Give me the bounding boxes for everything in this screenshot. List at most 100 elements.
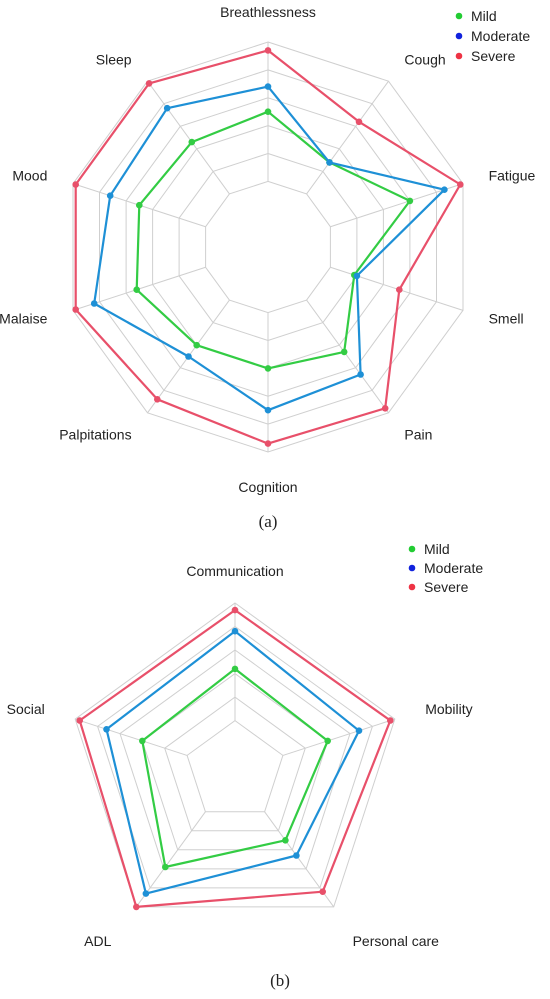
data-point-mild-palpitations bbox=[193, 341, 200, 349]
legend-marker-severe bbox=[408, 583, 416, 591]
data-point-moderate-breathlessness bbox=[264, 83, 272, 90]
data-point-severe-personal-care bbox=[319, 888, 327, 895]
radar-chart-b: Communication Mobility Personal care ADL Soc… bbox=[7, 541, 484, 990]
data-point-severe-fatigue bbox=[457, 181, 464, 188]
data-point-severe-smell bbox=[396, 286, 403, 294]
data-point-moderate-pain bbox=[357, 371, 364, 378]
data-point-mild-cognition bbox=[264, 365, 272, 372]
data-point-moderate-personal-care bbox=[293, 852, 300, 859]
panel-label: (a) bbox=[259, 512, 278, 531]
data-point-moderate-adl bbox=[142, 890, 150, 897]
data-point-mild-social bbox=[139, 737, 146, 745]
legend-marker-moderate bbox=[408, 564, 416, 572]
series-line-severe bbox=[78, 608, 392, 909]
radar-chart-a: Breathlessness Cough Fatigue Smell Pain Cogni… bbox=[0, 4, 536, 531]
legend-label-mild: Mild bbox=[471, 8, 497, 24]
panel-label: (b) bbox=[270, 971, 290, 990]
data-point-moderate-mobility bbox=[355, 727, 363, 734]
data-point-mild-fatigue bbox=[406, 197, 414, 205]
grid-ring bbox=[186, 719, 284, 813]
data-point-severe-mobility bbox=[387, 717, 394, 724]
data-point-mild-mood bbox=[136, 201, 143, 209]
legend-label-severe: Severe bbox=[424, 579, 469, 595]
data-point-mild-breathlessness bbox=[264, 108, 272, 115]
axis-label-breathlessness: Breathlessness bbox=[220, 4, 316, 20]
data-point-severe-malaise bbox=[72, 306, 79, 313]
series-severe bbox=[72, 47, 464, 447]
series-moderate bbox=[103, 627, 363, 897]
grid-spoke bbox=[306, 299, 389, 414]
data-point-severe-mood bbox=[72, 181, 79, 188]
series-line-moderate bbox=[105, 630, 361, 895]
series-moderate bbox=[90, 83, 448, 414]
grid-spoke bbox=[75, 718, 188, 756]
axis-label-cough: Cough bbox=[404, 51, 445, 67]
series-line-moderate bbox=[93, 85, 446, 412]
axis-label-mobility: Mobility bbox=[425, 701, 472, 717]
data-point-mild-sleep bbox=[188, 138, 196, 146]
radar-grid bbox=[72, 41, 464, 453]
grid-ring bbox=[164, 696, 306, 832]
axis-label-malaise: Malaise bbox=[0, 311, 48, 327]
series-severe bbox=[76, 606, 394, 911]
legend-label-moderate: Moderate bbox=[424, 560, 483, 576]
data-point-mild-pain bbox=[340, 348, 348, 356]
series-line-mild bbox=[141, 667, 329, 869]
data-point-moderate-communication bbox=[231, 627, 239, 635]
data-point-severe-communication bbox=[231, 606, 239, 614]
grid-spoke bbox=[306, 80, 389, 195]
axis-label-personal-care: Personal care bbox=[353, 933, 440, 949]
axis-label-sleep: Sleep bbox=[96, 51, 132, 67]
grid-ring bbox=[205, 180, 331, 314]
data-point-moderate-cough bbox=[326, 159, 333, 166]
data-point-severe-cough bbox=[355, 118, 363, 126]
data-point-moderate-sleep bbox=[163, 104, 171, 112]
axis-label-smell: Smell bbox=[489, 311, 524, 327]
grid-spoke bbox=[330, 183, 464, 228]
data-point-severe-pain bbox=[381, 405, 389, 412]
data-point-severe-breathlessness bbox=[264, 47, 272, 54]
legend-label-moderate: Moderate bbox=[471, 28, 530, 44]
data-point-moderate-mood bbox=[106, 192, 114, 199]
axis-label-social: Social bbox=[7, 701, 45, 717]
axis-label-mood: Mood bbox=[12, 167, 47, 183]
grid-spoke bbox=[147, 80, 230, 195]
data-point-mild-malaise bbox=[133, 286, 140, 294]
legend-marker-moderate bbox=[455, 32, 463, 40]
data-point-moderate-malaise bbox=[90, 300, 98, 307]
data-point-moderate-fatigue bbox=[441, 186, 448, 193]
data-point-mild-adl bbox=[162, 863, 169, 871]
data-point-severe-palpitations bbox=[154, 396, 161, 403]
legend-label-mild: Mild bbox=[424, 541, 450, 557]
data-point-moderate-smell bbox=[353, 272, 361, 280]
data-point-severe-sleep bbox=[145, 80, 153, 87]
data-point-moderate-social bbox=[103, 726, 110, 733]
axis-label-fatigue: Fatigue bbox=[489, 167, 536, 183]
data-point-moderate-palpitations bbox=[185, 353, 192, 360]
legend-marker-mild bbox=[455, 12, 463, 20]
grid-ring bbox=[119, 649, 351, 870]
data-point-severe-adl bbox=[133, 903, 140, 911]
legend: Mild Moderate Severe bbox=[455, 8, 530, 64]
series-mild bbox=[139, 665, 332, 871]
grid-ring bbox=[74, 602, 396, 908]
legend-marker-severe bbox=[455, 52, 463, 60]
axis-label-adl: ADL bbox=[84, 933, 111, 949]
grid-ring bbox=[97, 625, 373, 889]
axis-label-palpitations: Palpitations bbox=[59, 427, 131, 443]
legend: Mild Moderate Severe bbox=[408, 541, 483, 595]
legend-label-severe: Severe bbox=[471, 48, 516, 64]
data-point-mild-mobility bbox=[324, 737, 332, 745]
data-point-moderate-cognition bbox=[264, 406, 272, 414]
data-point-severe-cognition bbox=[264, 440, 272, 447]
axis-label-pain: Pain bbox=[404, 427, 432, 443]
legend-marker-mild bbox=[408, 545, 416, 553]
data-point-mild-personal-care bbox=[282, 837, 289, 844]
data-point-mild-communication bbox=[231, 665, 239, 673]
data-point-severe-social bbox=[76, 717, 83, 724]
axis-label-communication: Communication bbox=[186, 563, 283, 579]
axis-label-cognition: Cognition bbox=[238, 479, 297, 495]
grid-spoke bbox=[282, 718, 395, 756]
series-line-mild bbox=[135, 110, 411, 370]
